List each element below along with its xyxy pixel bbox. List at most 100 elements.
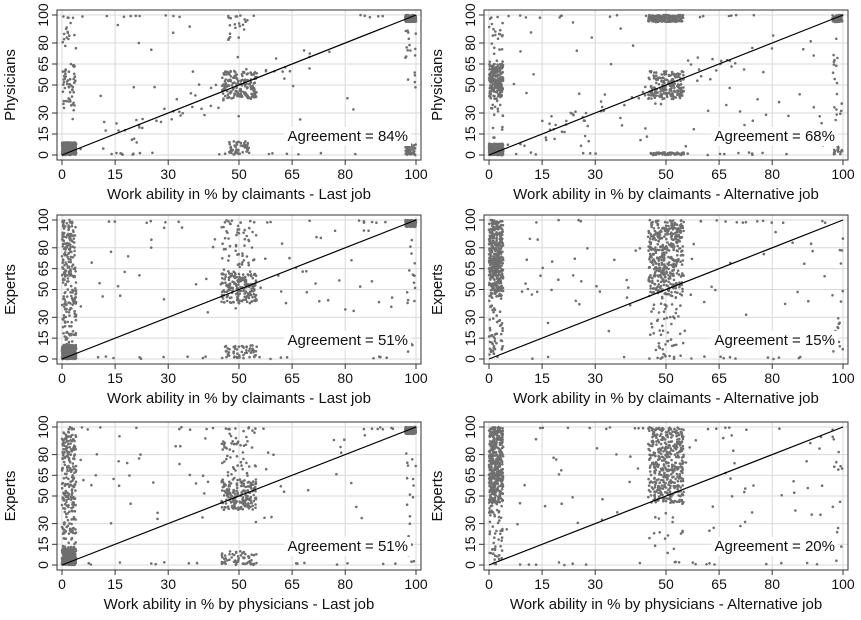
data-point (414, 32, 418, 35)
data-point (677, 13, 680, 17)
data-point (661, 256, 664, 259)
data-point (679, 236, 682, 240)
data-point (657, 226, 660, 230)
data-point (72, 237, 76, 240)
data-point (660, 95, 663, 99)
data-point (647, 19, 650, 22)
data-point (659, 333, 663, 337)
x-tick-label: 30 (587, 370, 603, 386)
data-point (718, 152, 722, 156)
data-point (61, 259, 65, 262)
data-point (525, 91, 528, 95)
data-point (179, 114, 182, 117)
data-point (492, 270, 495, 273)
data-point (72, 230, 75, 234)
data-point (675, 231, 678, 234)
data-point (226, 84, 230, 87)
data-point (488, 95, 492, 99)
data-point (344, 308, 347, 311)
data-point (234, 307, 237, 310)
data-point (493, 62, 496, 66)
data-point (558, 16, 561, 19)
data-point (500, 128, 504, 131)
y-tick-label: 80 (35, 240, 51, 256)
data-point (495, 295, 498, 298)
data-point (63, 146, 66, 150)
data-point (653, 275, 657, 278)
data-point (60, 303, 64, 307)
data-point (490, 222, 494, 225)
data-point (62, 102, 65, 106)
data-point (370, 280, 374, 283)
data-point (657, 240, 661, 243)
data-point (654, 18, 657, 22)
y-tick-label: 0 (35, 151, 51, 159)
data-point (495, 146, 499, 149)
data-point (661, 19, 665, 22)
data-point (70, 224, 74, 228)
data-point (625, 278, 628, 282)
data-point (63, 242, 67, 245)
data-point (197, 83, 201, 86)
data-point (406, 49, 410, 52)
data-point (663, 354, 667, 357)
data-point (651, 279, 654, 283)
data-point (69, 258, 72, 261)
data-point (68, 225, 71, 229)
data-point (675, 343, 678, 347)
data-point (654, 74, 658, 77)
data-point (660, 276, 663, 279)
data-point (245, 93, 249, 97)
data-point (61, 245, 65, 248)
data-point (412, 281, 416, 285)
data-point (65, 241, 69, 245)
data-point (209, 86, 213, 90)
data-point (71, 117, 74, 121)
data-point (659, 302, 663, 306)
data-point (489, 278, 492, 281)
data-point (222, 289, 225, 292)
data-point (491, 103, 495, 107)
data-point (130, 138, 134, 141)
data-point (654, 102, 657, 105)
data-point (68, 218, 71, 222)
data-point (377, 300, 381, 304)
data-point (488, 249, 491, 252)
data-point (242, 289, 245, 293)
data-point (654, 266, 658, 269)
data-point (563, 130, 566, 134)
agreement-annotation: Agreement = 84% (288, 128, 409, 145)
data-point (650, 97, 653, 100)
data-point (247, 294, 251, 297)
data-point (490, 89, 494, 92)
data-point (69, 104, 73, 107)
data-point (492, 27, 495, 31)
data-point (706, 109, 710, 113)
data-point (648, 240, 652, 243)
data-point (308, 67, 311, 70)
data-point (99, 94, 102, 98)
data-point (411, 343, 414, 347)
data-point (672, 278, 676, 282)
y-tick-label: 50 (462, 77, 478, 93)
data-point (535, 290, 539, 294)
data-point (74, 293, 77, 296)
data-point (655, 151, 658, 154)
data-point (60, 152, 64, 155)
data-point (501, 87, 504, 90)
data-point (498, 91, 502, 95)
data-point (489, 291, 493, 295)
data-point (491, 266, 495, 270)
data-point (211, 245, 215, 249)
data-point (653, 261, 657, 264)
data-point (115, 122, 118, 125)
data-point (663, 275, 667, 279)
data-point (71, 263, 75, 267)
data-point (244, 85, 247, 88)
x-axis-title: Work ability in % by claimants - Last jo… (107, 390, 371, 407)
y-tick-label: 80 (462, 35, 478, 51)
data-point (586, 247, 589, 250)
data-point (654, 251, 658, 254)
data-point (170, 118, 173, 121)
